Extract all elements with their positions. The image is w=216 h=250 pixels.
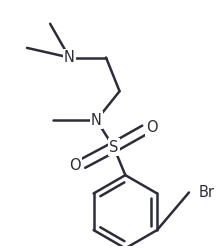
Text: N: N (91, 113, 102, 128)
Text: S: S (109, 140, 118, 155)
Text: N: N (64, 50, 75, 65)
Text: O: O (146, 120, 158, 136)
Text: Br: Br (199, 185, 215, 200)
Text: O: O (69, 158, 81, 173)
